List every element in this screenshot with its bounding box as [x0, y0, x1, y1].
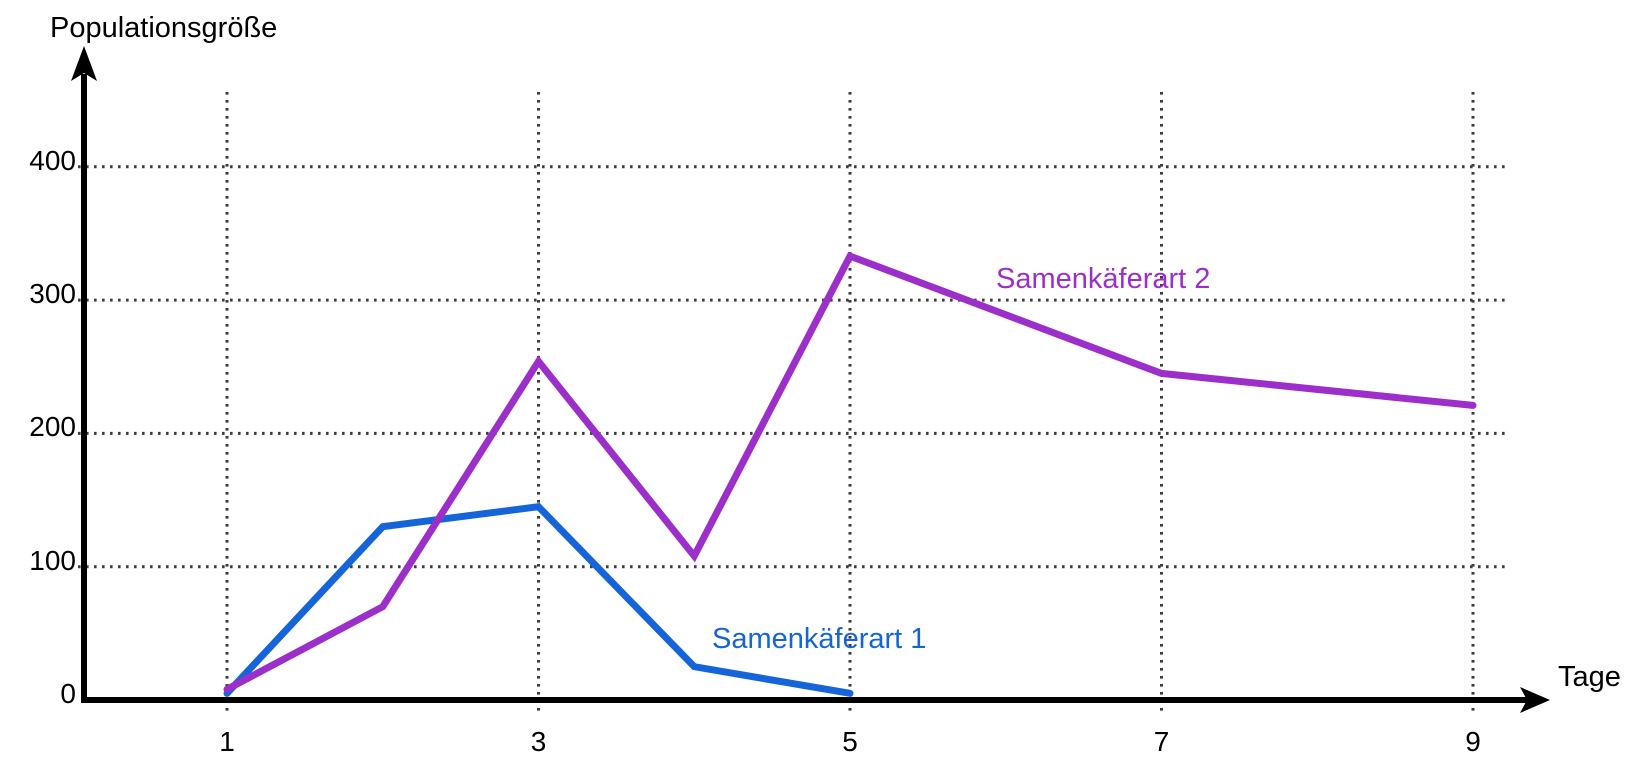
series-label-1: Samenkäferart 1	[712, 623, 927, 655]
y-axis-title: Populationsgröße	[50, 12, 278, 44]
series-line-2	[223, 251, 1477, 693]
x-tick-label-5: 5	[842, 726, 858, 757]
gridlines	[78, 92, 1505, 712]
series-line-1	[223, 503, 854, 697]
x-tick-label-1: 1	[219, 726, 235, 757]
y-axis-arrow-icon	[71, 46, 97, 81]
y-tick-label-400: 400	[29, 144, 76, 176]
y-tick-label-0: 0	[60, 678, 76, 709]
y-tick-label-300: 300	[29, 278, 76, 310]
series-label-2: Samenkäferart 2	[996, 263, 1211, 295]
y-tick-label-200: 200	[29, 411, 76, 443]
x-axis-title: Tage	[1558, 661, 1621, 693]
y-tick-label-100: 100	[29, 544, 76, 576]
x-tick-label-9: 9	[1465, 726, 1481, 757]
series-lines	[223, 251, 1477, 697]
x-axis-arrow-icon	[1520, 687, 1550, 713]
x-tick-label-7: 7	[1153, 726, 1170, 757]
x-tick-label-3: 3	[530, 726, 547, 757]
